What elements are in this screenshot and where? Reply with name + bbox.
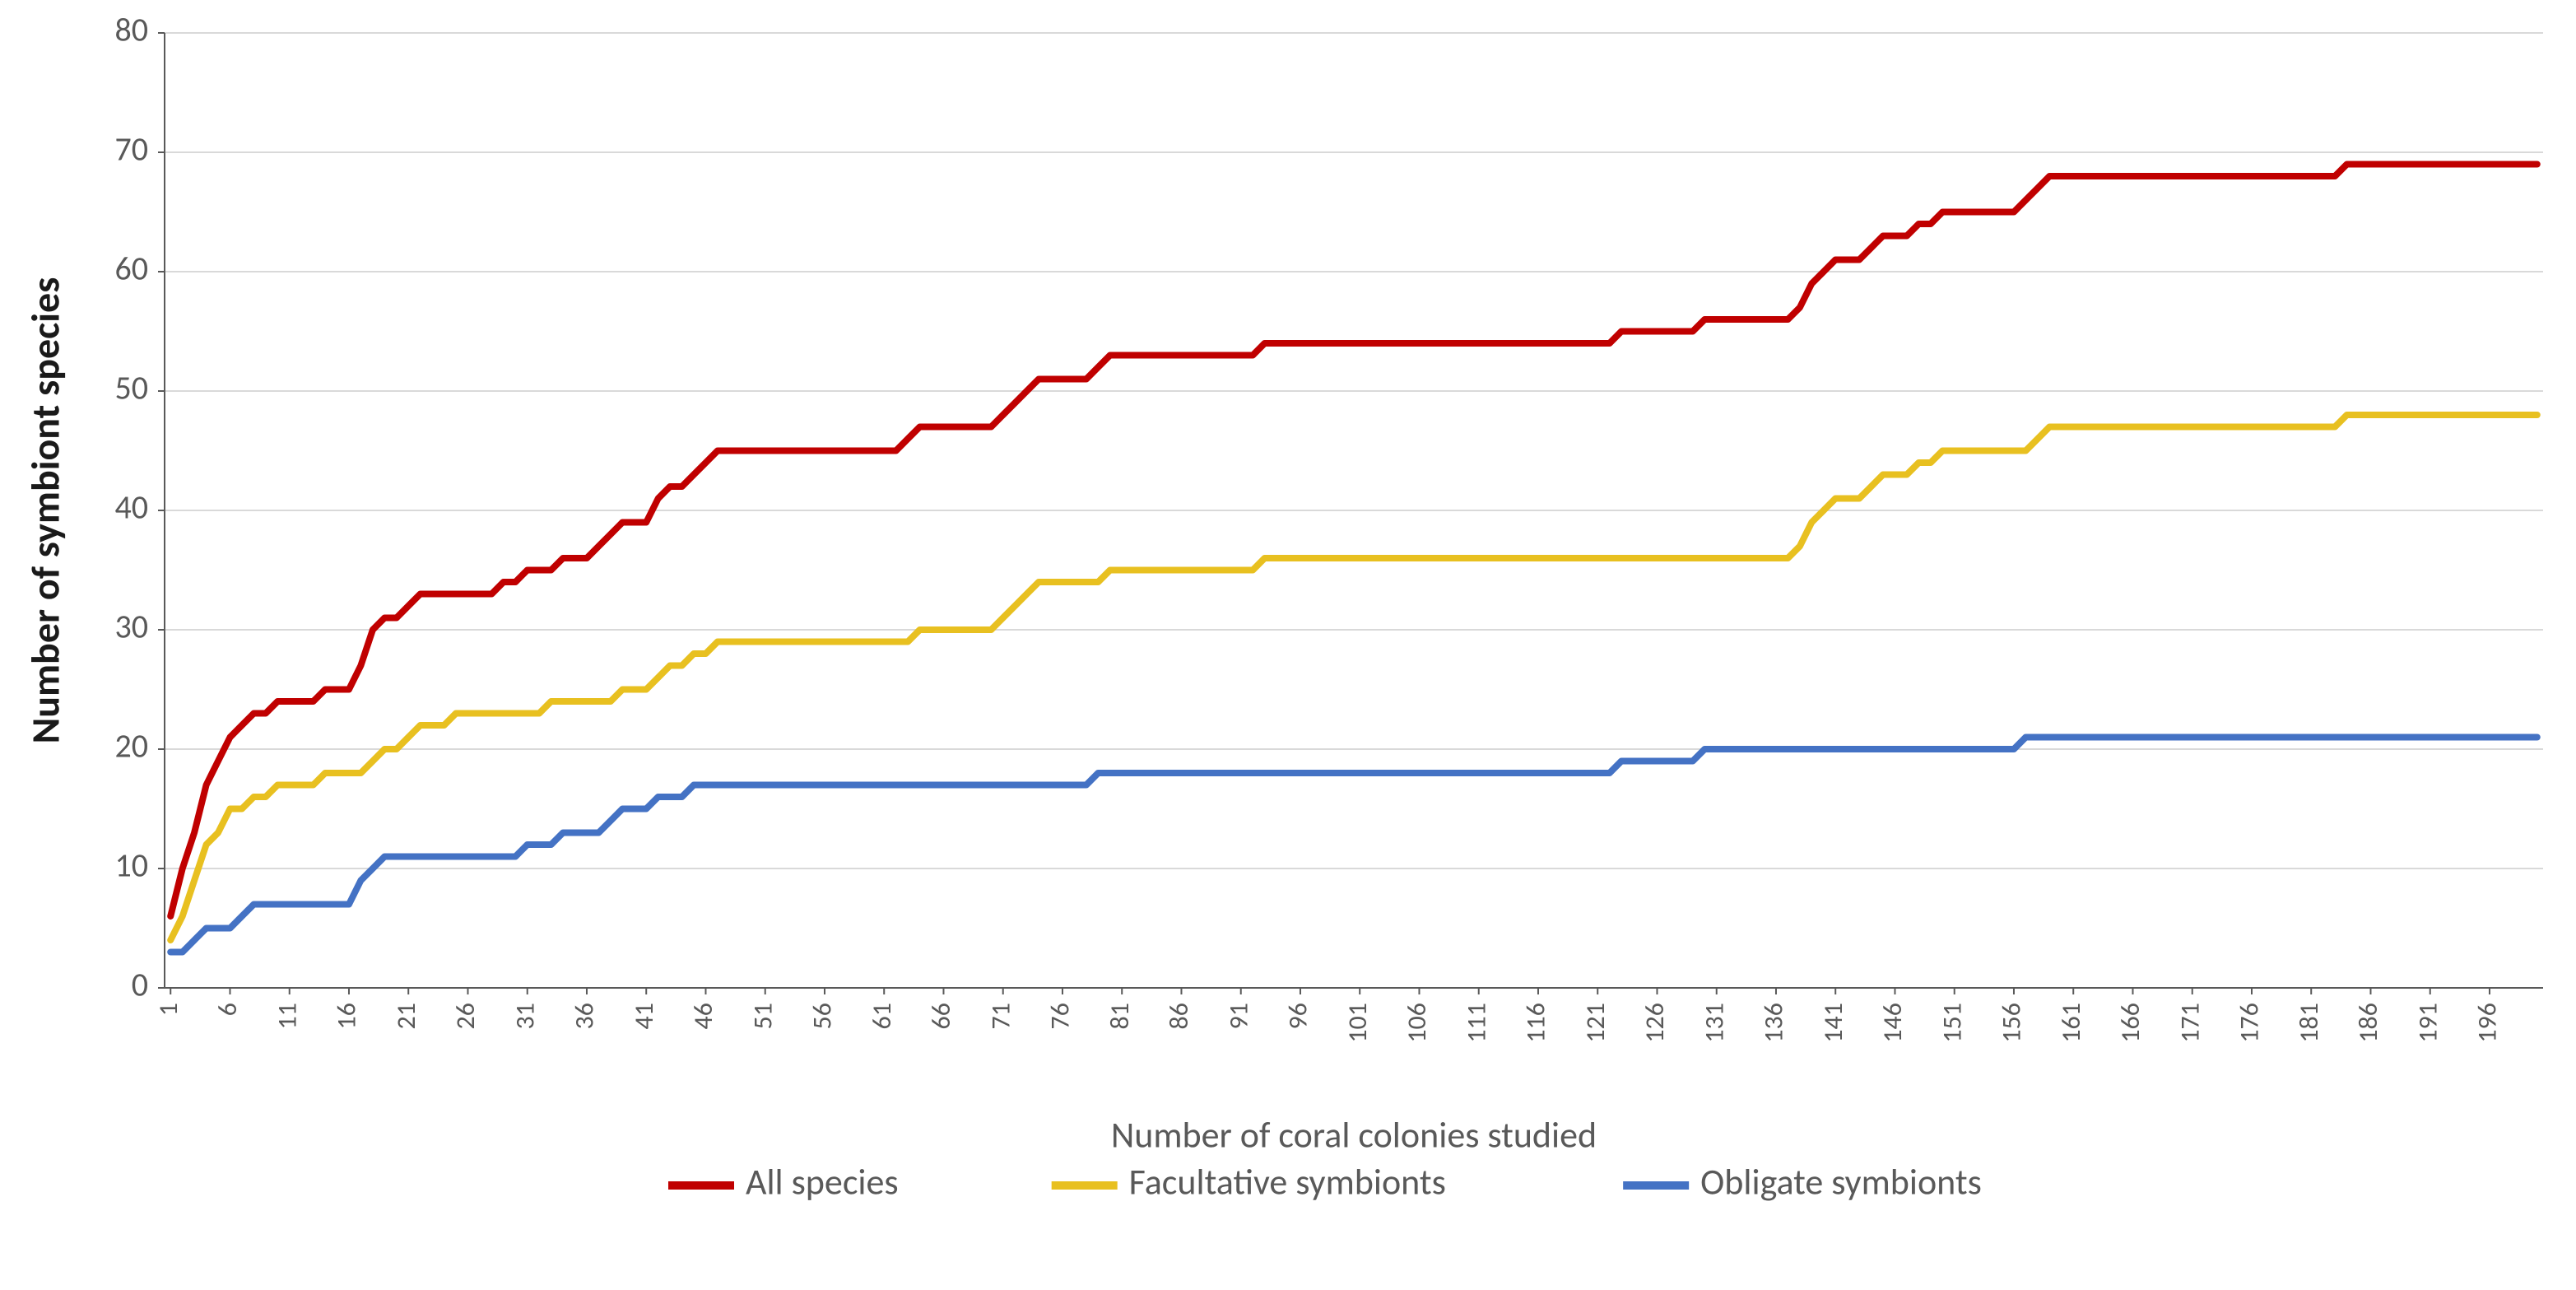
x-tick-label: 141: [1817, 1003, 1849, 1043]
legend-label: All species: [746, 1160, 899, 1204]
x-tick-label: 36: [569, 1003, 601, 1029]
x-tick-label: 61: [866, 1003, 898, 1029]
species-accumulation-chart: 0102030405060708016111621263136414651566…: [0, 0, 2576, 1290]
x-tick-label: 181: [2293, 1003, 2325, 1043]
x-tick-label: 6: [212, 1003, 244, 1016]
y-tick-label: 0: [132, 965, 148, 1005]
x-tick-label: 156: [1996, 1003, 2028, 1043]
x-tick-label: 1: [152, 1003, 184, 1016]
x-tick-label: 146: [1876, 1003, 1909, 1043]
x-tick-label: 86: [1163, 1003, 1195, 1029]
x-tick-label: 51: [746, 1003, 779, 1029]
x-axis-title: Number of coral colonies studied: [1111, 1113, 1597, 1157]
x-tick-label: 186: [2352, 1003, 2384, 1043]
x-tick-label: 96: [1282, 1003, 1314, 1029]
x-tick-label: 101: [1341, 1003, 1374, 1043]
x-tick-label: 166: [2114, 1003, 2146, 1043]
x-tick-label: 196: [2471, 1003, 2504, 1043]
y-tick-label: 60: [114, 249, 148, 289]
x-tick-label: 126: [1639, 1003, 1671, 1043]
x-tick-label: 121: [1579, 1003, 1611, 1043]
x-tick-label: 71: [984, 1003, 1016, 1029]
y-tick-label: 50: [114, 368, 148, 408]
x-tick-label: 136: [1758, 1003, 1790, 1043]
x-tick-label: 41: [628, 1003, 660, 1029]
chart-svg: 0102030405060708016111621263136414651566…: [0, 0, 2576, 1290]
y-tick-label: 30: [114, 607, 148, 647]
legend-label: Facultative symbionts: [1129, 1160, 1446, 1204]
x-tick-label: 66: [925, 1003, 957, 1029]
x-tick-label: 171: [2174, 1003, 2206, 1043]
x-tick-label: 176: [2234, 1003, 2266, 1043]
x-tick-label: 76: [1044, 1003, 1076, 1029]
x-tick-label: 161: [2055, 1003, 2087, 1043]
y-tick-label: 80: [114, 10, 148, 50]
x-tick-label: 191: [2411, 1003, 2443, 1043]
x-tick-label: 31: [509, 1003, 541, 1029]
x-tick-label: 56: [807, 1003, 839, 1029]
x-tick-label: 111: [1460, 1003, 1492, 1043]
x-tick-label: 46: [687, 1003, 719, 1029]
x-tick-label: 11: [271, 1003, 303, 1029]
y-tick-label: 20: [114, 726, 148, 766]
x-tick-label: 106: [1401, 1003, 1433, 1043]
x-tick-label: 16: [331, 1003, 363, 1029]
x-tick-label: 81: [1104, 1003, 1136, 1029]
y-axis-title: Number of symbiont species: [21, 277, 70, 744]
y-tick-label: 10: [114, 845, 148, 886]
x-tick-label: 91: [1222, 1003, 1254, 1029]
x-tick-label: 131: [1698, 1003, 1730, 1043]
x-tick-label: 151: [1936, 1003, 1968, 1043]
legend-label: Obligate symbionts: [1700, 1160, 1982, 1204]
x-tick-label: 116: [1520, 1003, 1552, 1043]
x-tick-label: 26: [449, 1003, 481, 1029]
y-tick-label: 40: [114, 487, 148, 528]
x-tick-label: 21: [390, 1003, 422, 1029]
y-tick-label: 70: [114, 129, 148, 170]
